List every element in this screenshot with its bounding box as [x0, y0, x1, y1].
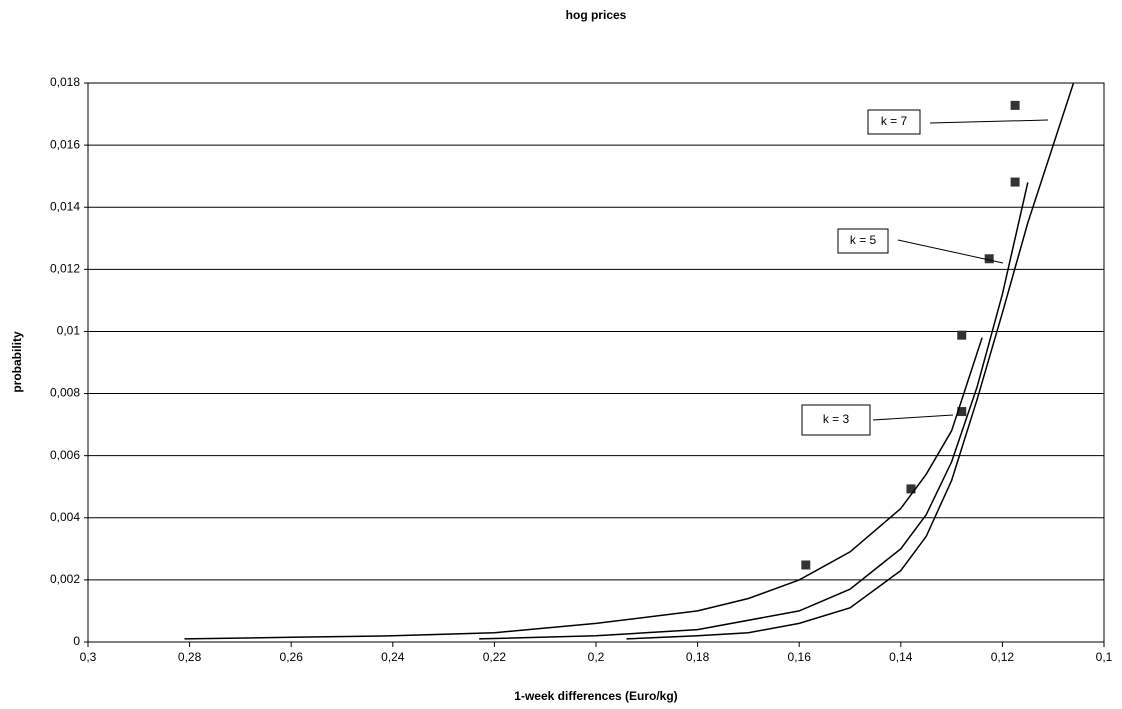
y-axis-title: probability — [10, 331, 24, 393]
x-axis-title: 1-week differences (Euro/kg) — [514, 689, 677, 703]
annotation-label: k = 3 — [823, 412, 850, 426]
annotation-leader — [929, 119, 1049, 124]
y-tick-label: 0 — [73, 634, 80, 648]
y-tick-label: 0,014 — [50, 199, 80, 213]
curve — [626, 82, 1075, 640]
x-tick-label: 0,12 — [991, 650, 1015, 664]
data-point — [801, 560, 811, 570]
y-tick-label: 0,018 — [50, 75, 80, 89]
y-tick-label: 0,006 — [50, 448, 80, 462]
annotation-label: k = 7 — [881, 114, 908, 128]
data-point — [1010, 100, 1020, 110]
y-tick-label: 0,004 — [50, 510, 80, 524]
x-tick-label: 0,16 — [788, 650, 812, 664]
data-point — [957, 330, 967, 340]
y-tick-label: 0,01 — [57, 324, 81, 338]
annotation-box — [837, 228, 889, 254]
annotation-label: k = 5 — [850, 233, 877, 247]
curve — [184, 337, 983, 640]
chart-title: hog prices — [566, 8, 627, 22]
data-point — [984, 254, 994, 264]
x-tick-label: 0,22 — [483, 650, 507, 664]
annotation-box — [867, 109, 921, 135]
x-tick-label: 0,3 — [80, 650, 97, 664]
y-tick-label: 0,016 — [50, 137, 80, 151]
annotation-leader — [872, 414, 954, 421]
data-point — [957, 407, 967, 417]
x-tick-label: 0,2 — [588, 650, 605, 664]
x-tick-label: 0,14 — [889, 650, 913, 664]
annotation-box — [801, 404, 871, 436]
data-point — [906, 484, 916, 494]
x-tick-label: 0,28 — [178, 650, 202, 664]
y-tick-label: 0,008 — [50, 386, 80, 400]
plot-border — [87, 82, 1105, 643]
annotation-leader — [897, 239, 1004, 264]
y-tick-label: 0,012 — [50, 262, 80, 276]
x-tick-label: 0,1 — [1096, 650, 1113, 664]
x-tick-label: 0,24 — [381, 650, 405, 664]
x-tick-label: 0,26 — [280, 650, 304, 664]
x-tick-label: 0,18 — [686, 650, 710, 664]
curve — [479, 182, 1029, 640]
y-tick-label: 0,002 — [50, 572, 80, 586]
data-point — [1010, 177, 1020, 187]
